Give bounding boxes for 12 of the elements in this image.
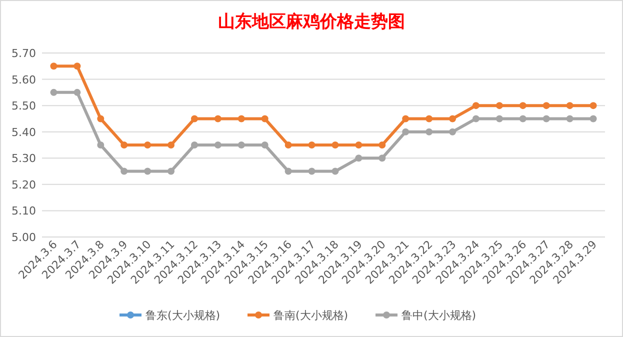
ytick: 5.40 (12, 126, 36, 139)
ytick: 5.10 (12, 204, 36, 218)
title: 山东地区麻鸡价格走势图 (218, 12, 405, 32)
ytick: 5.30 (12, 152, 36, 166)
ytick: 5.00 (12, 231, 36, 244)
ytick: 5.50 (12, 100, 36, 113)
ytick: 5.60 (12, 73, 36, 86)
ytick: 5.70 (12, 47, 36, 60)
legend-label: 鲁中(大小规格) (402, 309, 476, 322)
legend-label: 鲁南(大小规格) (274, 309, 348, 322)
ytick: 5.20 (12, 178, 36, 192)
legend-label: 鲁东(大小规格) (146, 309, 220, 322)
